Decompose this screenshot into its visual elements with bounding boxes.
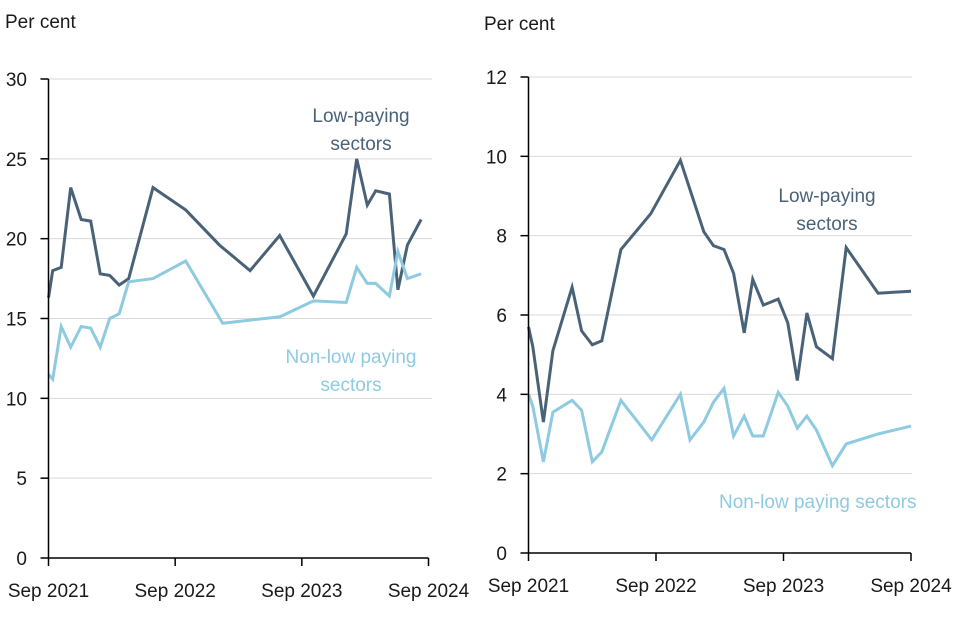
x-tick-label: Sep 2022 (615, 576, 696, 597)
y-tick-label: 20 (6, 230, 27, 251)
y-tick-label: 15 (6, 310, 27, 331)
right-series (527, 156, 912, 469)
y-tick-label: 6 (496, 306, 507, 327)
series-line-non-low-paying (527, 384, 912, 469)
left-y-unit-label: Per cent (5, 12, 76, 33)
x-tick-label: Sep 2024 (388, 581, 470, 602)
right-axes (527, 77, 911, 554)
left-axes (47, 79, 429, 559)
left-series (47, 158, 423, 383)
x-tick-label: Sep 2022 (134, 581, 215, 602)
y-tick-label: 10 (486, 147, 507, 168)
y-tick-label: 4 (496, 385, 507, 406)
left-x-ticks: Sep 2021 Sep 2022 Sep 2023 Sep 2024 (8, 558, 470, 602)
left-annotation-non-low-paying-line2: sectors (320, 375, 381, 396)
right-y-ticks: 0 2 4 6 8 10 12 (486, 68, 529, 565)
x-tick-label: Sep 2023 (261, 581, 342, 602)
series-line-non-low-paying (47, 245, 422, 383)
left-annotation-non-low-paying: Non-low paying (286, 347, 417, 368)
right-x-ticks: Sep 2021 Sep 2022 Sep 2023 Sep 2024 (488, 553, 952, 597)
y-tick-label: 8 (496, 227, 507, 248)
y-tick-label: 25 (6, 150, 27, 171)
right-annotation-low-paying: Low-paying (778, 186, 875, 207)
x-tick-label: Sep 2021 (8, 581, 89, 602)
right-annotation-non-low-paying: Non-low paying sectors (719, 492, 916, 513)
left-annotation-low-paying-line2: sectors (330, 134, 391, 155)
y-tick-label: 12 (486, 68, 507, 89)
y-tick-label: 10 (6, 389, 27, 410)
series-line-low-paying (47, 158, 423, 300)
series-line-low-paying (527, 156, 912, 423)
x-tick-label: Sep 2024 (870, 576, 952, 597)
left-y-ticks: 0 5 10 15 20 25 30 (6, 70, 49, 570)
y-tick-label: 5 (16, 469, 27, 490)
right-y-unit-label: Per cent (484, 14, 555, 35)
y-tick-label: 0 (16, 549, 27, 570)
y-tick-label: 0 (496, 544, 507, 565)
x-tick-label: Sep 2023 (743, 576, 824, 597)
y-tick-label: 30 (6, 70, 27, 91)
right-annotation-low-paying-line2: sectors (796, 214, 857, 235)
x-tick-label: Sep 2021 (488, 576, 569, 597)
y-tick-label: 2 (496, 465, 507, 486)
left-annotation-low-paying: Low-paying (312, 106, 409, 127)
right-gridlines (528, 76, 912, 475)
